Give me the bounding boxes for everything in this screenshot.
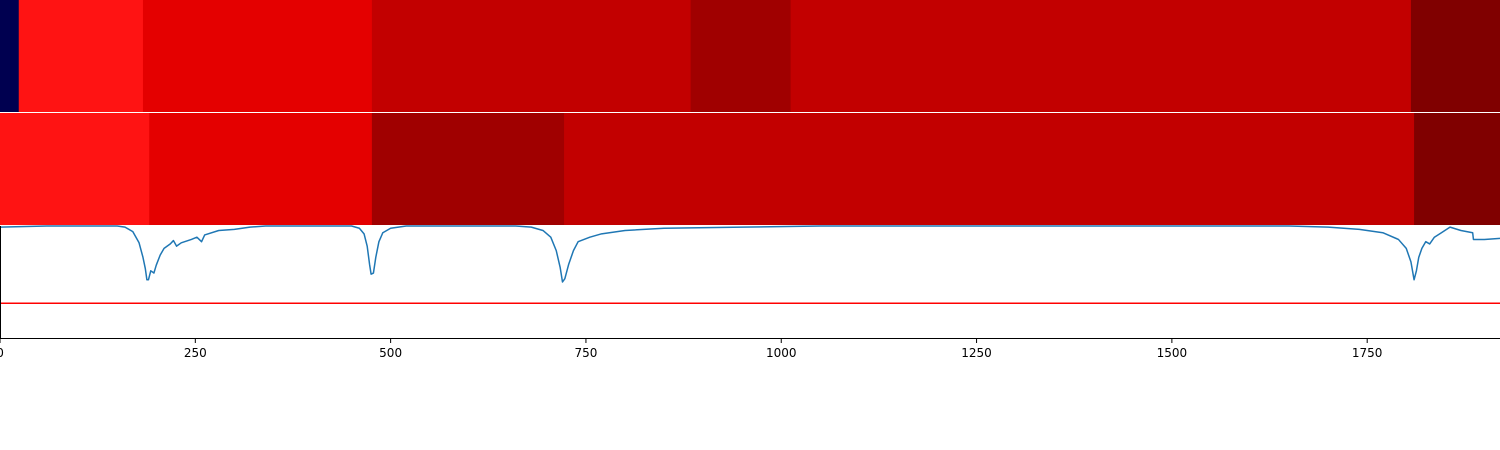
bottom-heatmap-segment-2	[371, 113, 565, 225]
bottom-heatmap-segment-0	[0, 113, 150, 225]
line-plot-panel	[0, 225, 1500, 339]
bottom-heatmap-segment-4	[1414, 113, 1500, 225]
top-heatmap-segment-5	[790, 0, 1412, 112]
bottom-heatmap-segment-1	[149, 113, 373, 225]
x-tick-label-1: 250	[184, 346, 207, 360]
top-heatmap-segment-1	[18, 0, 144, 112]
series-line-0	[0, 225, 1500, 283]
top-heatmap-segment-2	[142, 0, 373, 112]
top-heatmap-segment-3	[371, 0, 692, 112]
bottom-heatmap-strip	[0, 113, 1500, 225]
top-heatmap-strip	[0, 0, 1500, 112]
x-tick-label-4: 1000	[766, 346, 797, 360]
top-heatmap-segment-6	[1410, 0, 1500, 112]
x-tick-label-2: 500	[379, 346, 402, 360]
x-tick-label-0: 0	[0, 346, 4, 360]
x-axis: 0 250 500 750 1000 1250 1500 1750	[0, 338, 1382, 360]
top-heatmap-segment-0	[0, 0, 20, 112]
x-tick-label-3: 750	[574, 346, 597, 360]
top-heatmap-segment-4	[690, 0, 792, 112]
x-tick-label-6: 1500	[1157, 346, 1188, 360]
x-tick-label-5: 1250	[961, 346, 992, 360]
bottom-heatmap-segment-3	[564, 113, 1415, 225]
x-tick-label-7: 1750	[1352, 346, 1383, 360]
line-plot-background	[0, 226, 1500, 338]
